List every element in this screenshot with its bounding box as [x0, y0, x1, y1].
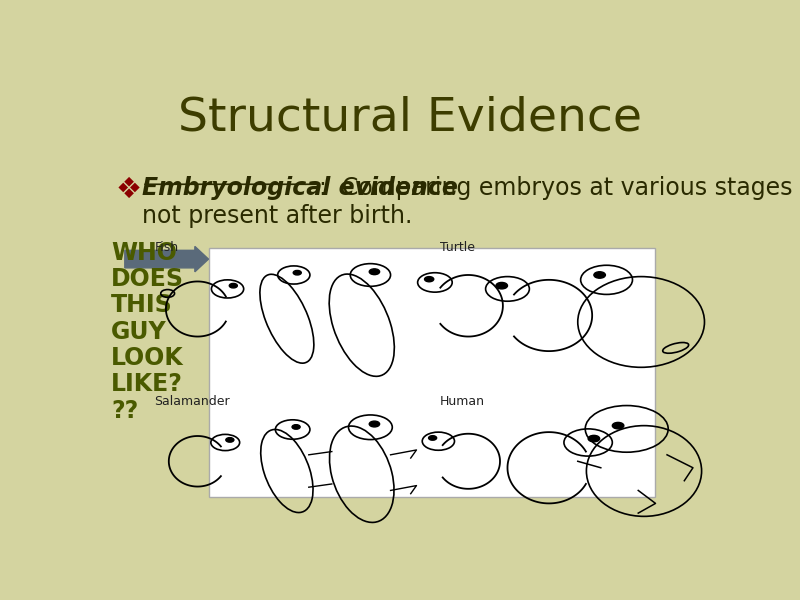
Text: Salamander: Salamander: [154, 395, 230, 408]
FancyBboxPatch shape: [209, 248, 655, 497]
Text: ??: ??: [111, 398, 138, 422]
Text: THIS: THIS: [111, 293, 173, 317]
Text: DOES: DOES: [111, 267, 184, 291]
Circle shape: [425, 277, 434, 282]
Text: Turtle: Turtle: [439, 241, 474, 254]
Text: LOOK: LOOK: [111, 346, 184, 370]
Text: Fish: Fish: [154, 241, 178, 254]
Text: Embryological evidence: Embryological evidence: [142, 176, 458, 200]
Circle shape: [230, 283, 238, 288]
Circle shape: [226, 437, 234, 442]
Text: not present after birth.: not present after birth.: [142, 203, 413, 227]
Circle shape: [370, 269, 380, 275]
Circle shape: [292, 425, 300, 429]
Text: ❖: ❖: [115, 176, 142, 204]
Text: GUY: GUY: [111, 320, 167, 344]
Circle shape: [612, 422, 624, 429]
Text: WHO: WHO: [111, 241, 177, 265]
Text: LIKE?: LIKE?: [111, 372, 183, 396]
Text: :  Comparing embryos at various stages of development may show similarities: : Comparing embryos at various stages of…: [319, 176, 800, 200]
Circle shape: [594, 272, 606, 278]
Circle shape: [429, 436, 437, 440]
Circle shape: [294, 271, 302, 275]
Circle shape: [496, 283, 507, 289]
Circle shape: [588, 436, 600, 442]
Circle shape: [370, 421, 380, 427]
FancyArrow shape: [125, 247, 209, 272]
Text: Structural Evidence: Structural Evidence: [178, 95, 642, 140]
Text: Human: Human: [439, 395, 485, 408]
